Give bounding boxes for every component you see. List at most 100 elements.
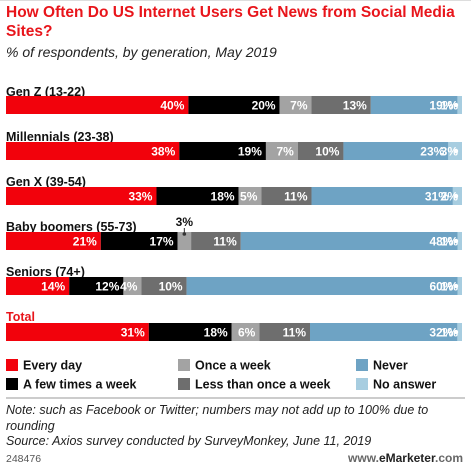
legend-swatch-never [356,359,368,371]
bar-a-few-times-a-week-gen-z-13-22 [188,96,280,114]
bar-every-day-seniors-74 [6,277,70,295]
bar-once-a-week-seniors-74 [123,277,142,295]
bar-end-marker-seniors-74 [453,283,459,289]
value-label-a-few-times-a-week-gen-z-13-22: 20% [252,99,276,113]
value-label-once-a-week-total: 6% [238,326,256,340]
bar-no-answer-baby-boomers-55-73 [457,232,462,250]
legend-label-no-answer: No answer [373,378,436,392]
value-label-every-day-baby-boomers-55-73: 21% [73,235,97,249]
value-label-a-few-times-a-week-baby-boomers-55-73: 17% [150,235,174,249]
value-label-a-few-times-a-week-seniors-74: 12% [95,280,119,294]
chart-note: Note: such as Facebook or Twitter; numbe… [6,403,429,433]
value-label-less-than-once-a-week-gen-z-13-22: 13% [343,99,367,113]
logo-suffix: .com [434,451,463,465]
bar-a-few-times-a-week-gen-x-39-54 [156,187,239,205]
legend-label-a-few-times-a-week: A few times a week [23,378,137,392]
value-label-every-day-gen-z-13-22: 40% [160,99,184,113]
top-divider [0,0,471,1]
chart-source: Source: Axios survey conducted by Survey… [6,434,372,448]
bar-no-answer-seniors-74 [457,277,462,295]
value-label-never-millennials-23-38: 23% [420,145,444,159]
bar-less-than-once-a-week-millennials-23-38 [297,142,344,160]
legend-label-once-a-week: Once a week [195,359,271,373]
value-label-no-answer-seniors-74: 1% [441,280,459,294]
value-label-once-a-week-seniors-74: 4% [120,280,138,294]
callout-label-baby-boomers-55-73: 3% [176,215,194,229]
bar-end-marker-gen-x-39-54 [453,193,459,199]
legend-swatch-less-than-once-a-week [178,378,190,390]
bar-end-marker-millennials-23-38 [453,148,459,154]
bar-less-than-once-a-week-baby-boomers-55-73 [191,232,241,250]
chart-title: How Often Do US Internet Users Get News … [6,4,455,40]
value-label-less-than-once-a-week-millennials-23-38: 10% [315,145,339,159]
legend-label-less-than-once-a-week: Less than once a week [195,378,331,392]
bar-a-few-times-a-week-millennials-23-38 [179,142,266,160]
value-label-no-answer-baby-boomers-55-73: 1% [441,235,459,249]
value-label-a-few-times-a-week-millennials-23-38: 19% [238,145,262,159]
legend-swatch-once-a-week [178,359,190,371]
value-label-never-seniors-74: 60% [429,280,453,294]
value-label-once-a-week-gen-z-13-22: 7% [290,99,308,113]
category-label-millennials-23-38: Millennials (23-38) [6,130,114,144]
bar-never-total [310,323,458,341]
category-label-gen-z-13-22: Gen Z (13-22) [6,85,85,99]
bar-never-baby-boomers-55-73 [240,232,458,250]
value-label-every-day-total: 31% [121,326,145,340]
bar-less-than-once-a-week-total [259,323,310,341]
bar-less-than-once-a-week-seniors-74 [141,277,187,295]
value-label-every-day-millennials-23-38: 38% [151,145,175,159]
bar-once-a-week-total [231,323,260,341]
value-label-every-day-gen-x-39-54: 33% [128,190,152,204]
chart-footnotes: Note: such as Facebook or Twitter; numbe… [6,403,466,450]
bar-every-day-baby-boomers-55-73 [6,232,101,250]
bar-every-day-gen-x-39-54 [6,187,157,205]
bar-once-a-week-millennials-23-38 [265,142,298,160]
value-label-no-answer-gen-x-39-54: 2% [441,190,459,204]
stacked-bar-chart: Gen Z (13-22)40% 20% 7% 13% 19%1%Millennials… [6,85,465,399]
bar-never-gen-x-39-54 [311,187,453,205]
category-label-seniors-74: Seniors (74+) [6,265,85,279]
bar-once-a-week-gen-z-13-22 [279,96,312,114]
value-label-never-total: 32% [429,326,453,340]
value-label-less-than-once-a-week-total: 11% [283,326,307,340]
bar-once-a-week-gen-x-39-54 [238,187,262,205]
value-label-once-a-week-gen-x-39-54: 5% [240,190,258,204]
bar-no-answer-total [457,323,462,341]
value-label-less-than-once-a-week-seniors-74: 10% [159,280,183,294]
value-label-once-a-week-millennials-23-38: 7% [276,145,294,159]
value-label-never-gen-x-39-54: 31% [425,190,449,204]
bar-less-than-once-a-week-gen-x-39-54 [261,187,312,205]
value-label-less-than-once-a-week-gen-x-39-54: 11% [284,190,308,204]
value-label-never-gen-z-13-22: 19% [429,99,453,113]
legend-label-every-day: Every day [23,359,82,373]
value-label-no-answer-millennials-23-38: 3% [441,145,459,159]
legend-label-never: Never [373,359,408,373]
bar-end-marker-baby-boomers-55-73 [453,238,459,244]
bar-a-few-times-a-week-baby-boomers-55-73 [100,232,178,250]
chart-subtitle: % of respondents, by generation, May 201… [6,44,277,60]
legend-swatch-every-day [6,359,18,371]
emarketer-logo: www.eMarketer.com [348,451,463,465]
bar-a-few-times-a-week-seniors-74 [69,277,124,295]
category-label-gen-x-39-54: Gen X (39-54) [6,175,86,189]
bar-every-day-total [6,323,149,341]
bar-less-than-once-a-week-gen-z-13-22 [311,96,371,114]
bar-never-seniors-74 [186,277,458,295]
value-label-a-few-times-a-week-gen-x-39-54: 18% [211,190,235,204]
value-label-no-answer-total: 1% [441,326,459,340]
category-label-baby-boomers-55-73: Baby boomers (55-73) [6,220,137,234]
callout-dot-baby-boomers-55-73 [182,232,187,236]
legend-swatch-no-answer [356,378,368,390]
value-label-no-answer-gen-z-13-22: 1% [441,99,459,113]
logo-prefix: www. [348,451,379,465]
legend-swatch-a-few-times-a-week [6,378,18,390]
bar-a-few-times-a-week-total [148,323,232,341]
category-label-total: Total [6,310,35,324]
bar-end-marker-gen-z-13-22 [453,102,459,108]
value-label-a-few-times-a-week-total: 18% [204,326,228,340]
bar-once-a-week-baby-boomers-55-73 [177,232,192,250]
bar-never-gen-z-13-22 [370,96,458,114]
bar-no-answer-gen-z-13-22 [457,96,462,114]
bar-every-day-millennials-23-38 [6,142,180,160]
value-label-never-baby-boomers-55-73: 48% [429,235,453,249]
